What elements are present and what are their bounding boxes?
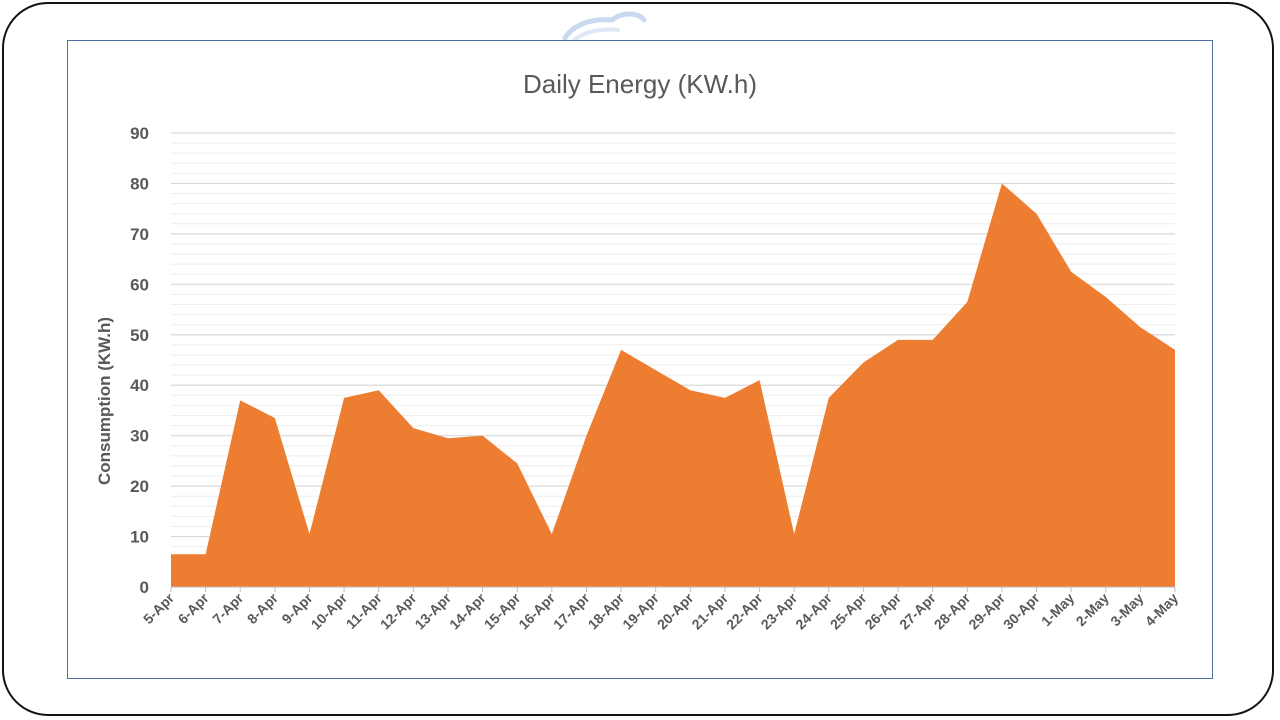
y-tick-label: 10 (130, 528, 149, 547)
x-tick-label: 19-Apr (619, 589, 662, 632)
x-tick-label: 3-May (1107, 590, 1147, 630)
x-tick-label: 15-Apr (481, 589, 524, 632)
x-tick-label: 26-Apr (861, 589, 904, 632)
area-chart: Daily Energy (KW.h) 0102030405060708090 … (95, 69, 1182, 632)
x-tick-label: 1-May (1038, 590, 1078, 630)
x-tick-label: 21-Apr (688, 589, 731, 632)
x-tick-label: 17-Apr (550, 589, 593, 632)
chart-title: Daily Energy (KW.h) (523, 69, 757, 99)
y-tick-label: 80 (130, 174, 149, 193)
y-axis-label: Consumption (KW.h) (95, 317, 114, 485)
y-tick-label: 20 (130, 477, 149, 496)
x-tick-label: 14-Apr (446, 589, 489, 632)
y-axis-tick-labels: 0 10 20 30 40 50 60 70 80 90 (130, 124, 149, 597)
x-tick-label: 4-May (1142, 590, 1182, 630)
x-tick-label: 27-Apr (896, 589, 939, 632)
x-tick-label: 8-Apr (244, 589, 282, 627)
cloud-icon (562, 11, 647, 42)
y-tick-label: 0 (140, 578, 149, 597)
x-tick-label: 24-Apr (792, 589, 835, 632)
x-tick-label: 30-Apr (1000, 589, 1043, 632)
x-tick-label: 18-Apr (585, 589, 628, 632)
chart-container: Daily Energy (KW.h) 0 10 20 30 40 50 60 70 80 90 … (67, 40, 1213, 679)
x-tick-label: 28-Apr (931, 589, 974, 632)
x-tick-label: 25-Apr (827, 589, 870, 632)
x-tick-label: 10-Apr (308, 589, 351, 632)
x-tick-label: 6-Apr (175, 589, 213, 627)
x-tick-label: 22-Apr (723, 589, 766, 632)
area-series (171, 183, 1175, 587)
y-tick-label: 90 (130, 124, 149, 143)
x-tick-label: 13-Apr (411, 589, 454, 632)
x-tick-label: 23-Apr (758, 589, 801, 632)
x-tick-label: 2-May (1073, 590, 1113, 630)
x-tick-label: 29-Apr (965, 589, 1008, 632)
y-tick-label: 40 (130, 376, 149, 395)
y-tick-label: 30 (130, 427, 149, 446)
x-tick-label: 16-Apr (515, 589, 558, 632)
x-tick-label: 20-Apr (654, 589, 697, 632)
y-tick-label: 70 (130, 225, 149, 244)
x-tick-label: 12-Apr (377, 589, 420, 632)
x-tick-label: 7-Apr (209, 589, 247, 627)
y-tick-label: 50 (130, 326, 149, 345)
y-tick-label: 60 (130, 275, 149, 294)
x-tick-label: 11-Apr (343, 589, 386, 632)
x-axis-tick-labels: 5-Apr6-Apr7-Apr8-Apr9-Apr10-Apr11-Apr12-… (140, 586, 1182, 632)
